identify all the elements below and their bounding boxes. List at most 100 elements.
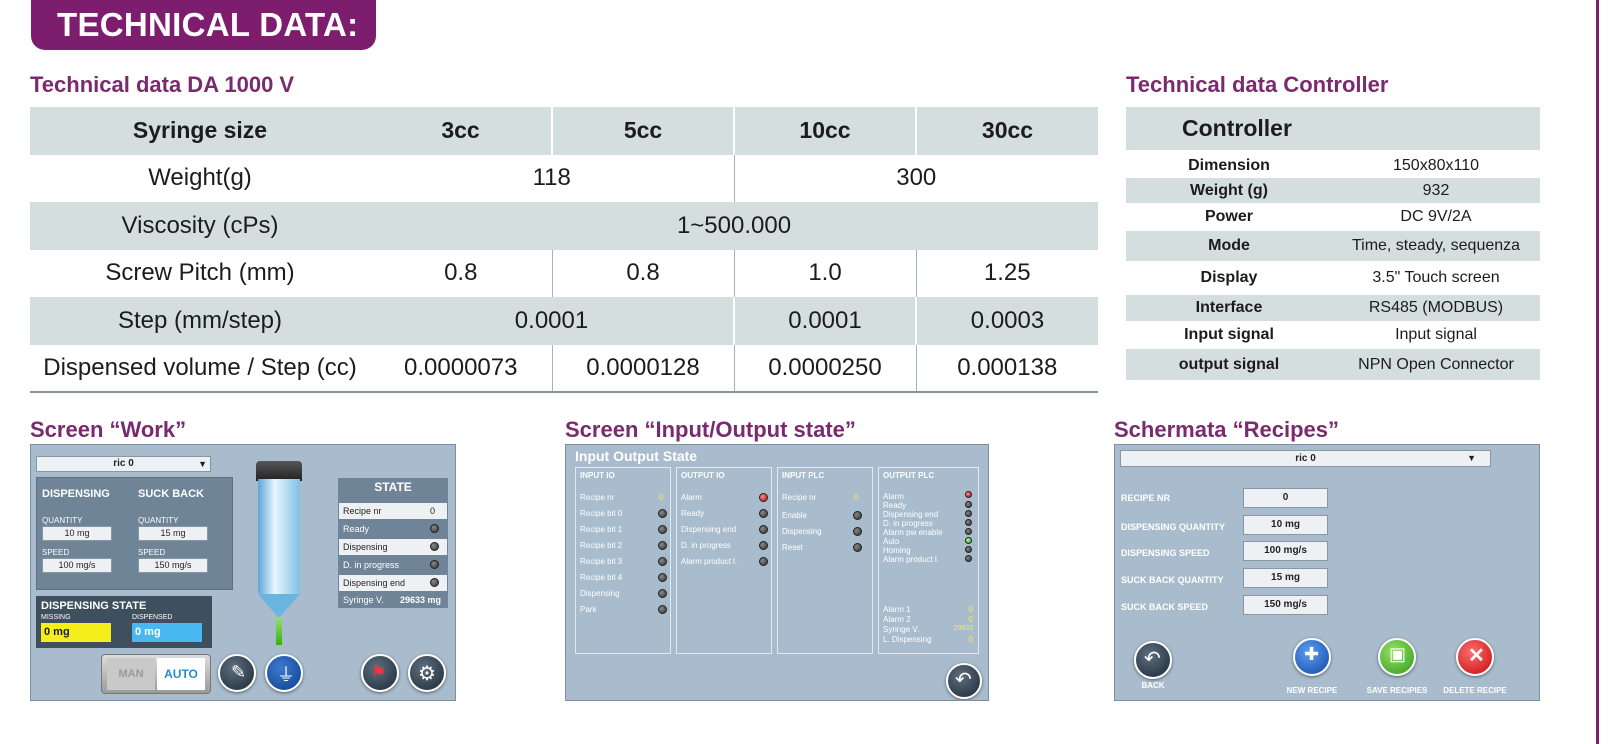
ready-led-icon bbox=[430, 524, 439, 533]
dispensing-speed-field[interactable]: 100 mg/s bbox=[1243, 541, 1328, 561]
row-label: Display bbox=[1200, 269, 1258, 286]
new-recipe-button[interactable]: ✚ bbox=[1293, 638, 1331, 676]
purge-button[interactable]: ⏚ bbox=[265, 654, 303, 692]
dispensing-led-icon bbox=[430, 542, 439, 551]
missing-value: 0 mg bbox=[41, 623, 111, 642]
state-row: Dispensing bbox=[339, 539, 447, 555]
save-recipes-button[interactable]: ▣ bbox=[1378, 638, 1416, 676]
recipe-select[interactable]: ric 0 ▼ bbox=[1120, 450, 1491, 467]
alarm2-value: 0 bbox=[968, 615, 973, 624]
dispensing-speed-field[interactable]: 100 mg/s bbox=[42, 558, 112, 573]
io-screen: Input Output State INPUT IO Recipe nr 0 R… bbox=[565, 444, 989, 701]
io-row: Alarm 1 bbox=[883, 605, 911, 614]
suckback-quantity-field[interactable]: 15 mg bbox=[138, 526, 208, 541]
state-row-label: D. in progress bbox=[343, 560, 400, 570]
delete-recipe-button[interactable]: ✕ bbox=[1456, 638, 1494, 676]
state-row-label: Dispensing bbox=[343, 542, 388, 552]
row-label: Dimension bbox=[1188, 156, 1270, 174]
led-icon bbox=[658, 573, 667, 582]
flags-icon: ⚑ bbox=[371, 663, 387, 682]
button-caption: SAVE RECIPIES bbox=[1366, 686, 1428, 695]
table-row: Weight(g) 118 300 bbox=[30, 154, 1098, 202]
io-row: Reset bbox=[782, 543, 803, 552]
table-cell: NPN Open Connector bbox=[1332, 349, 1540, 380]
table-row: Power DC 9V/2A bbox=[1126, 203, 1540, 231]
suckback-speed-field[interactable]: 150 mg/s bbox=[1243, 595, 1328, 615]
chevron-down-icon[interactable]: ▼ bbox=[1467, 453, 1476, 463]
edge-stripe bbox=[1596, 0, 1599, 744]
recipe-select[interactable]: ric 0 ▼ bbox=[36, 456, 211, 472]
state-row: D. in progress bbox=[339, 557, 447, 573]
back-button[interactable]: ↶ bbox=[946, 663, 982, 699]
io-row: D. in progress bbox=[681, 541, 731, 550]
main-table-title: Technical data DA 1000 V bbox=[30, 72, 295, 97]
pen-icon: ✎ bbox=[231, 662, 247, 682]
new-document-icon: ✚ bbox=[1304, 644, 1320, 664]
suckback-speed-field[interactable]: 150 mg/s bbox=[138, 558, 208, 573]
led-icon bbox=[965, 528, 972, 535]
io-row: Dispensing end bbox=[883, 510, 939, 519]
language-button[interactable]: ⚑ bbox=[361, 654, 399, 692]
led-icon bbox=[853, 511, 862, 520]
manual-dispense-button[interactable]: ✎ bbox=[218, 654, 256, 692]
back-button[interactable]: ↶ bbox=[1134, 641, 1172, 679]
table-cell: Time, steady, sequenza bbox=[1332, 231, 1540, 261]
recipe-select-value: ric 0 bbox=[1295, 453, 1316, 464]
io-row: Recipe bit 2 bbox=[580, 541, 623, 550]
recipe-nr-field[interactable]: 0 bbox=[1243, 488, 1328, 508]
table-cell: 118 bbox=[532, 164, 571, 192]
man-option[interactable]: MAN bbox=[107, 658, 155, 690]
chevron-down-icon[interactable]: ▼ bbox=[198, 459, 207, 469]
header-cell: Syringe size bbox=[30, 107, 370, 155]
output-plc-panel: OUTPUT PLC Alarm Ready Dispensing end D.… bbox=[878, 467, 979, 654]
alarm-led-icon bbox=[759, 493, 768, 502]
close-icon: ✕ bbox=[1468, 645, 1485, 667]
io-row: Auto bbox=[883, 537, 900, 546]
output-io-panel: OUTPUT IO Alarm Ready Dispensing end D. … bbox=[676, 467, 772, 654]
header-cell: 5cc bbox=[551, 107, 734, 155]
io-row: Alarm product l. bbox=[883, 555, 940, 564]
io-row: Dispensing bbox=[580, 589, 620, 598]
io-row: Homing bbox=[883, 546, 911, 555]
io-row: Alarm bbox=[681, 493, 702, 502]
state-row: Syringe V. 29633 mg bbox=[339, 592, 447, 608]
led-icon bbox=[853, 543, 862, 552]
settings-button[interactable]: ⚙ bbox=[408, 654, 446, 692]
io-row: Recipe bit 0 bbox=[580, 509, 623, 518]
state-row-label: Recipe nr bbox=[343, 506, 382, 516]
suckback-label: SUCK BACK bbox=[138, 488, 204, 500]
io-row: Recipe nr bbox=[782, 493, 817, 502]
speed-label: SPEED bbox=[138, 548, 166, 557]
panel-title: OUTPUT IO bbox=[681, 471, 725, 480]
auto-option[interactable]: AUTO bbox=[157, 658, 205, 690]
led-icon bbox=[658, 589, 667, 598]
io-row: Dispensing end bbox=[681, 525, 737, 534]
suckback-quantity-field[interactable]: 15 mg bbox=[1243, 568, 1328, 588]
led-icon bbox=[759, 525, 768, 534]
row-label: Step (mm/step) bbox=[30, 297, 370, 345]
man-auto-toggle[interactable]: MAN AUTO bbox=[101, 654, 211, 694]
table-cell: 932 bbox=[1332, 178, 1540, 203]
led-icon bbox=[965, 510, 972, 517]
save-disk-icon: ▣ bbox=[1389, 644, 1407, 664]
row-label: Interface bbox=[1126, 295, 1332, 321]
progress-led-icon bbox=[430, 560, 439, 569]
table-cell: 3.5" Touch screen bbox=[1372, 269, 1500, 286]
table-row: Input signal Input signal bbox=[1126, 321, 1540, 349]
state-row: Recipe nr 0 bbox=[339, 503, 447, 519]
end-led-icon bbox=[430, 578, 439, 587]
panel-title: INPUT PLC bbox=[782, 471, 825, 480]
dispensing-panel: DISPENSING SUCK BACK QUANTITY QUANTITY 1… bbox=[36, 477, 233, 590]
table-row: Viscosity (cPs) 1~500.000 bbox=[30, 202, 1098, 250]
io-row: D. in progress bbox=[883, 519, 933, 528]
syringe-volume-value: 29633 bbox=[953, 625, 973, 632]
dispensing-quantity-field[interactable]: 10 mg bbox=[42, 526, 112, 541]
io-row: Alarm pw enable bbox=[883, 528, 943, 537]
alarm1-value: 0 bbox=[968, 605, 973, 614]
row-label: Weight (g) bbox=[1126, 178, 1332, 203]
dispensing-quantity-field[interactable]: 10 mg bbox=[1243, 515, 1328, 535]
row-label: Input signal bbox=[1184, 326, 1274, 343]
dispensed-label: DISPENSED bbox=[132, 614, 173, 621]
table-cell: 150x80x110 bbox=[1393, 156, 1479, 174]
row-label: Weight(g) bbox=[148, 164, 252, 192]
